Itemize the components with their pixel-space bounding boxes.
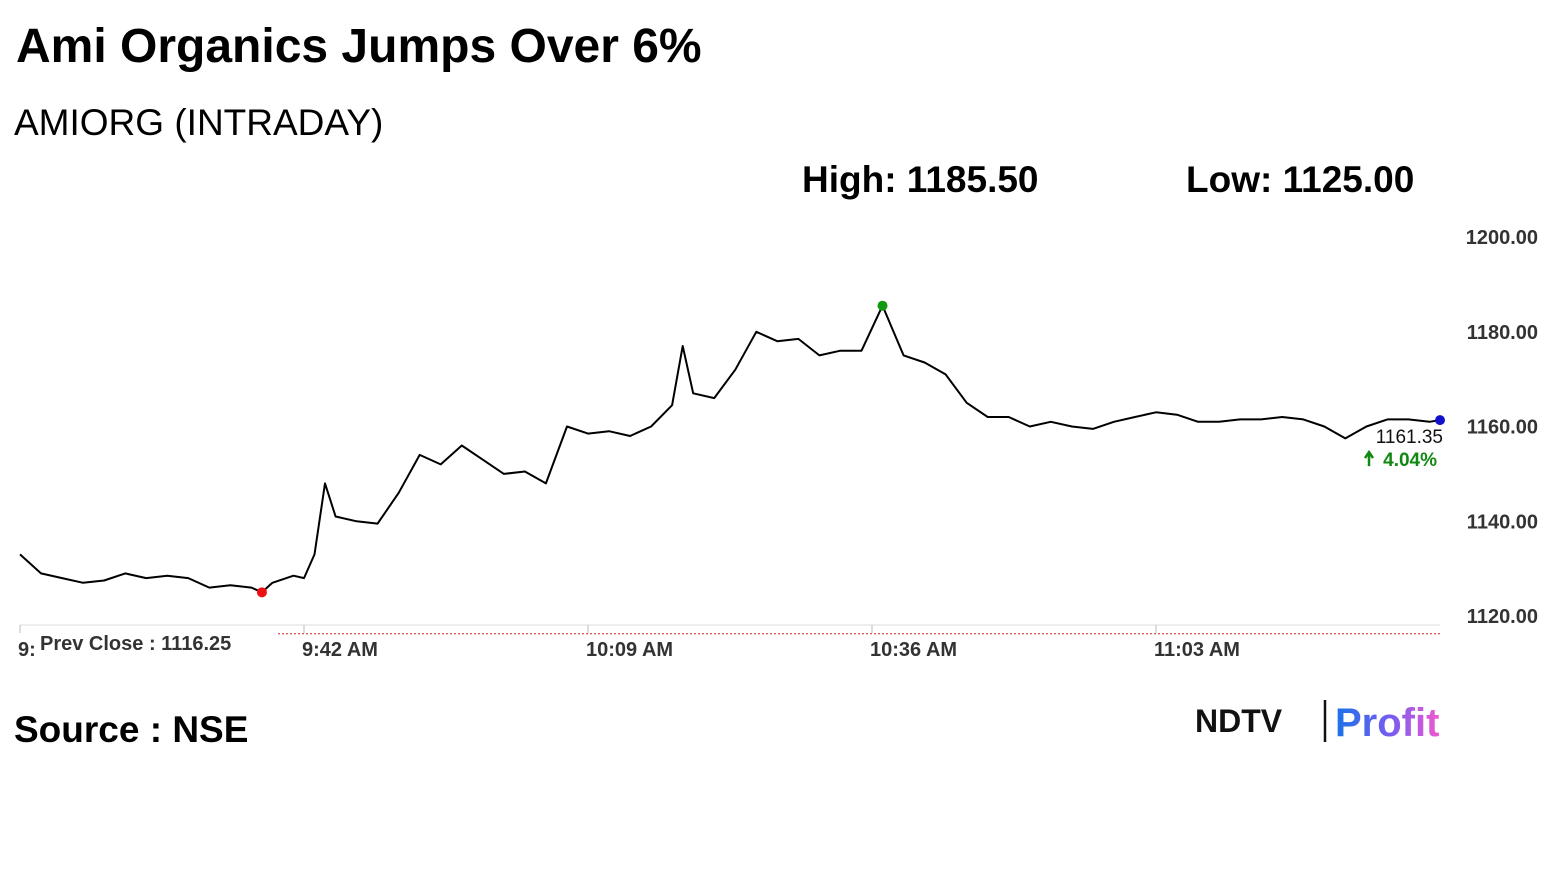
- y-tick-label: 1120.00: [1467, 606, 1538, 628]
- chart-subtitle: AMIORG (INTRADAY): [14, 102, 383, 143]
- prev-close-bg: [34, 628, 278, 656]
- change-label: 4.04%: [1383, 450, 1437, 471]
- y-tick-label: 1140.00: [1467, 511, 1538, 533]
- x-tick-label: 11:03 AM: [1154, 639, 1240, 661]
- price-line: [19, 304, 1441, 594]
- y-tick-label: 1180.00: [1467, 322, 1538, 344]
- y-tick-label: 1200.00: [1466, 227, 1538, 249]
- low-label: Low: 1125.00: [1186, 159, 1414, 200]
- x-tick-label: 10:36 AM: [870, 639, 957, 661]
- x-tick-label: 9:42 AM: [302, 639, 378, 661]
- high-label: High: 1185.50: [802, 159, 1039, 200]
- last-value-label: 1161.35: [1376, 427, 1443, 448]
- high-marker: [877, 300, 888, 311]
- low-marker: [256, 587, 267, 598]
- prev-close-label: Prev Close : 1116.25: [40, 633, 231, 655]
- logo-profit: Profit: [1335, 701, 1439, 745]
- x-tick-label: 10:09 AM: [586, 639, 673, 661]
- source: Source : NSE: [14, 709, 248, 750]
- logo-ndtv: NDTV: [1195, 703, 1283, 739]
- y-tick-label: 1160.00: [1467, 417, 1538, 439]
- last-marker: [1435, 415, 1445, 426]
- chart-title: Ami Organics Jumps Over 6%: [16, 20, 702, 73]
- change-arrow: [1363, 449, 1375, 467]
